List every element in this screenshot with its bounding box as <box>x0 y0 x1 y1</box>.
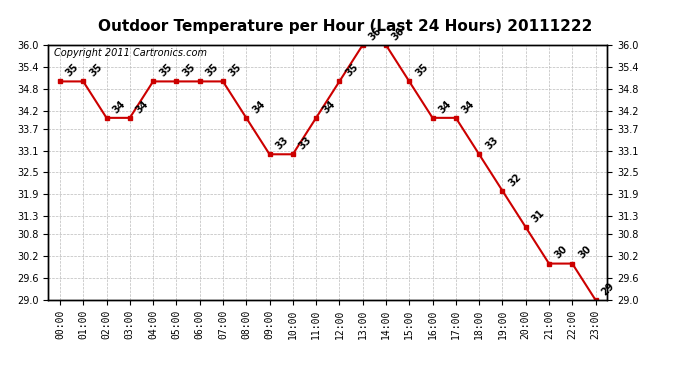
Text: 35: 35 <box>227 62 244 79</box>
Text: 35: 35 <box>64 62 81 79</box>
Text: 34: 34 <box>437 99 453 115</box>
Text: 29: 29 <box>600 280 616 297</box>
Text: 30: 30 <box>553 244 570 261</box>
Text: 36: 36 <box>390 26 406 42</box>
Text: 34: 34 <box>460 99 477 115</box>
Text: 36: 36 <box>367 26 384 42</box>
Text: 35: 35 <box>88 62 104 79</box>
Text: Copyright 2011 Cartronics.com: Copyright 2011 Cartronics.com <box>54 48 207 57</box>
Text: 35: 35 <box>344 62 360 79</box>
Text: 35: 35 <box>157 62 174 79</box>
Text: 33: 33 <box>297 135 313 152</box>
Text: 35: 35 <box>181 62 197 79</box>
Text: 32: 32 <box>506 171 523 188</box>
Text: 33: 33 <box>483 135 500 152</box>
Text: 31: 31 <box>530 208 546 224</box>
Text: 35: 35 <box>413 62 430 79</box>
Text: 34: 34 <box>250 99 267 115</box>
Text: 34: 34 <box>134 99 150 115</box>
Text: 34: 34 <box>110 99 127 115</box>
Text: 35: 35 <box>204 62 220 79</box>
Text: Outdoor Temperature per Hour (Last 24 Hours) 20111222: Outdoor Temperature per Hour (Last 24 Ho… <box>98 19 592 34</box>
Text: 30: 30 <box>576 244 593 261</box>
Text: 33: 33 <box>274 135 290 152</box>
Text: 34: 34 <box>320 99 337 115</box>
